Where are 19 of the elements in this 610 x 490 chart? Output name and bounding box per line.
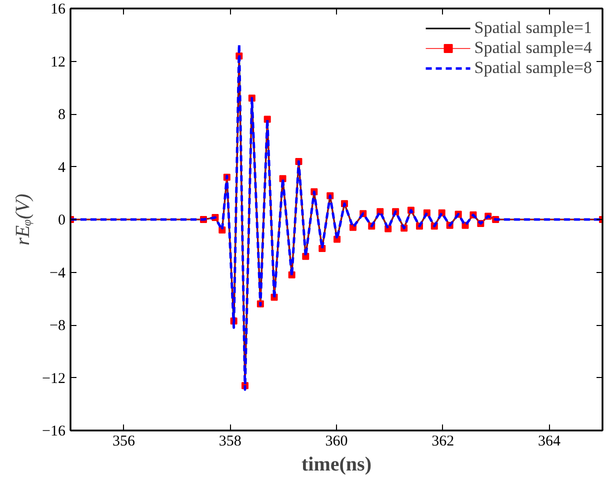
x-tick-label: 362 [432, 434, 454, 450]
y-tick-label: −16 [42, 424, 66, 440]
x-tick-label: 356 [112, 434, 136, 450]
y-tick-label: 16 [50, 2, 66, 18]
y-tick-label: −4 [50, 265, 66, 282]
legend-label: Spatial sample=4 [474, 38, 592, 58]
y-tick-label: −8 [50, 318, 66, 334]
y-tick-label: 0 [58, 212, 66, 228]
y-tick-label: 8 [58, 107, 66, 123]
x-tick-label: 358 [218, 434, 242, 450]
x-axis-title: time(ns) [302, 454, 372, 476]
y-tick-label: −12 [42, 370, 66, 387]
x-tick-label: 360 [325, 434, 348, 450]
y-tick-label: 4 [58, 160, 66, 176]
y-axis-title: rEᵩ(V) [12, 193, 34, 246]
legend-label: Spatial sample=1 [474, 18, 592, 38]
legend-label: Spatial sample=8 [474, 58, 592, 78]
y-tick-label: 12 [50, 54, 66, 70]
x-tick-label: 364 [538, 434, 562, 450]
